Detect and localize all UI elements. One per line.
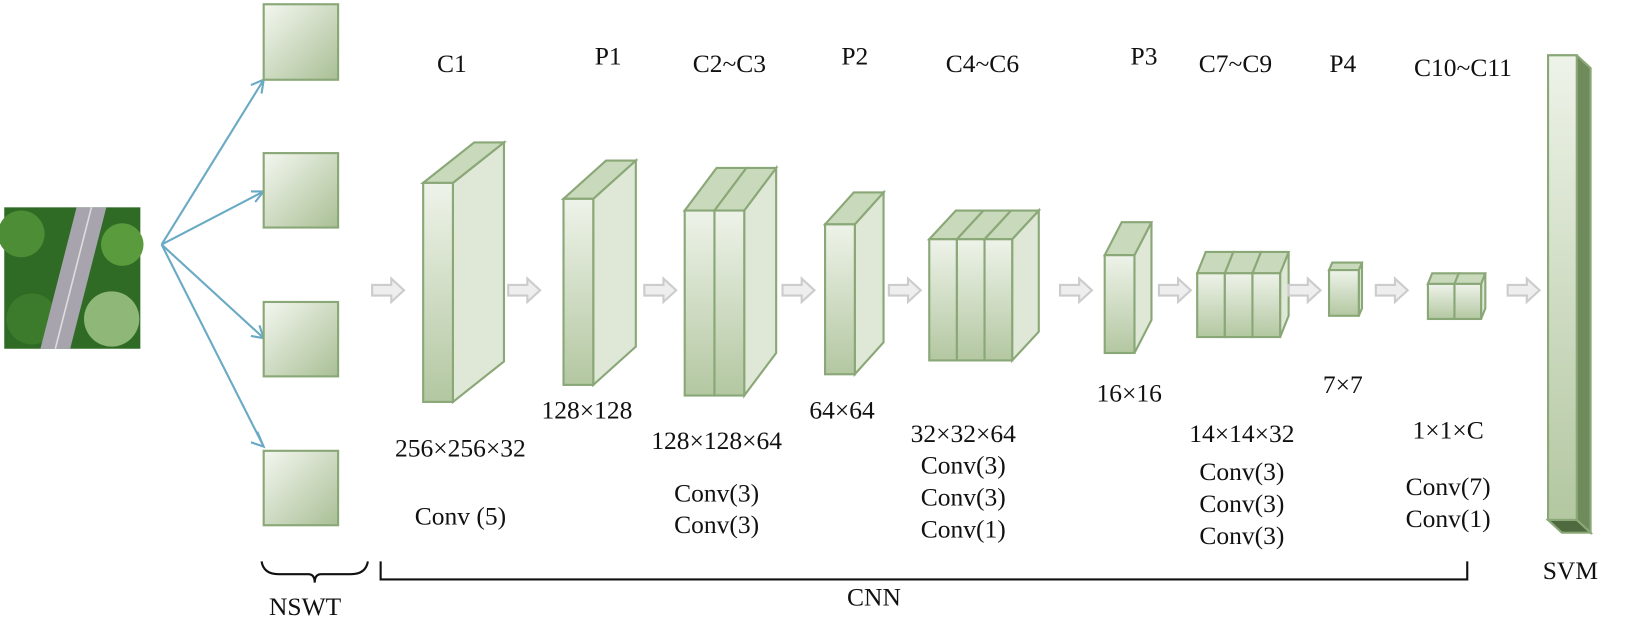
block-front xyxy=(422,181,454,403)
block-front xyxy=(955,238,986,362)
flow-arrow xyxy=(1058,276,1094,305)
layer-name: P1 xyxy=(595,41,622,70)
layer-name: P4 xyxy=(1329,49,1356,78)
layer-size: 16×16 xyxy=(1096,378,1161,407)
block-top xyxy=(1452,272,1487,285)
block-front xyxy=(928,238,958,362)
flow-arrow xyxy=(1506,276,1542,305)
block-front xyxy=(1251,272,1282,339)
block-front xyxy=(1103,254,1136,355)
block-front xyxy=(983,238,1014,362)
block-side xyxy=(451,140,506,405)
layer-size: 7×7 xyxy=(1323,370,1363,399)
layer-size: 256×256×32 xyxy=(395,434,526,463)
svm-label: SVM xyxy=(1543,556,1598,585)
layer-size: 128×128×64 xyxy=(651,426,782,455)
svm-block xyxy=(1545,54,1594,536)
layer-size: 128×128 xyxy=(541,395,632,424)
input-image xyxy=(0,207,144,349)
layer-op: Conv(3) xyxy=(921,451,1006,480)
layer-op: Conv(3) xyxy=(1199,521,1284,550)
cnn-label: CNN xyxy=(847,583,901,612)
layer-op: Conv(7) xyxy=(1406,472,1491,501)
layer-name: C1 xyxy=(437,49,467,78)
flow-arrow xyxy=(781,276,817,305)
block-front xyxy=(1426,282,1456,321)
layer-name: C7~C9 xyxy=(1199,49,1272,78)
block-front xyxy=(562,197,595,386)
flow-arrow xyxy=(1374,276,1410,305)
block-front xyxy=(713,209,746,397)
layer-op: Conv(3) xyxy=(1199,489,1284,518)
layer-size: 64×64 xyxy=(809,395,875,424)
flow-arrow xyxy=(371,276,406,305)
layer-size: 1×1×C xyxy=(1412,416,1483,445)
layer-op: Conv(3) xyxy=(674,510,759,539)
layer-size: 32×32×64 xyxy=(911,419,1017,448)
layer-blocks xyxy=(420,140,1487,405)
cnn-bracket xyxy=(379,561,1469,581)
layer-name: P2 xyxy=(841,41,868,70)
layer-op: Conv(3) xyxy=(674,478,759,507)
nswt-label: NSWT xyxy=(269,592,342,621)
flow-arrow xyxy=(887,276,923,305)
layer-op: Conv(1) xyxy=(1406,504,1491,533)
flow-arrow xyxy=(1157,276,1193,305)
block-front xyxy=(683,209,716,397)
layer-op: Conv(1) xyxy=(921,514,1006,543)
layer-op: Conv(3) xyxy=(921,483,1006,512)
layer-size: 14×14×32 xyxy=(1189,419,1294,448)
block-front xyxy=(1327,269,1360,317)
block-front xyxy=(1196,272,1226,339)
block-front xyxy=(1223,272,1254,339)
block-top xyxy=(1327,261,1364,272)
layer-name: C4~C6 xyxy=(946,49,1019,78)
layer-op: Conv (5) xyxy=(415,502,506,531)
block-front xyxy=(824,223,856,376)
split-arrows xyxy=(160,78,266,449)
nswt-brace xyxy=(260,561,369,583)
flow-arrow xyxy=(1287,276,1323,305)
flow-arrows xyxy=(371,276,1542,305)
subbands xyxy=(262,3,340,527)
flow-arrow xyxy=(507,276,542,305)
layer-name: P3 xyxy=(1131,41,1158,70)
layer-labels: C1 256×256×32 Conv (5) P1 128×128 C2~C3 128×12… xyxy=(395,41,1512,550)
layer-name: C10~C11 xyxy=(1414,53,1512,82)
layer-name: C2~C3 xyxy=(693,49,766,78)
layer-op: Conv(3) xyxy=(1199,457,1284,486)
block-front xyxy=(1453,282,1483,321)
flow-arrow xyxy=(643,276,678,305)
